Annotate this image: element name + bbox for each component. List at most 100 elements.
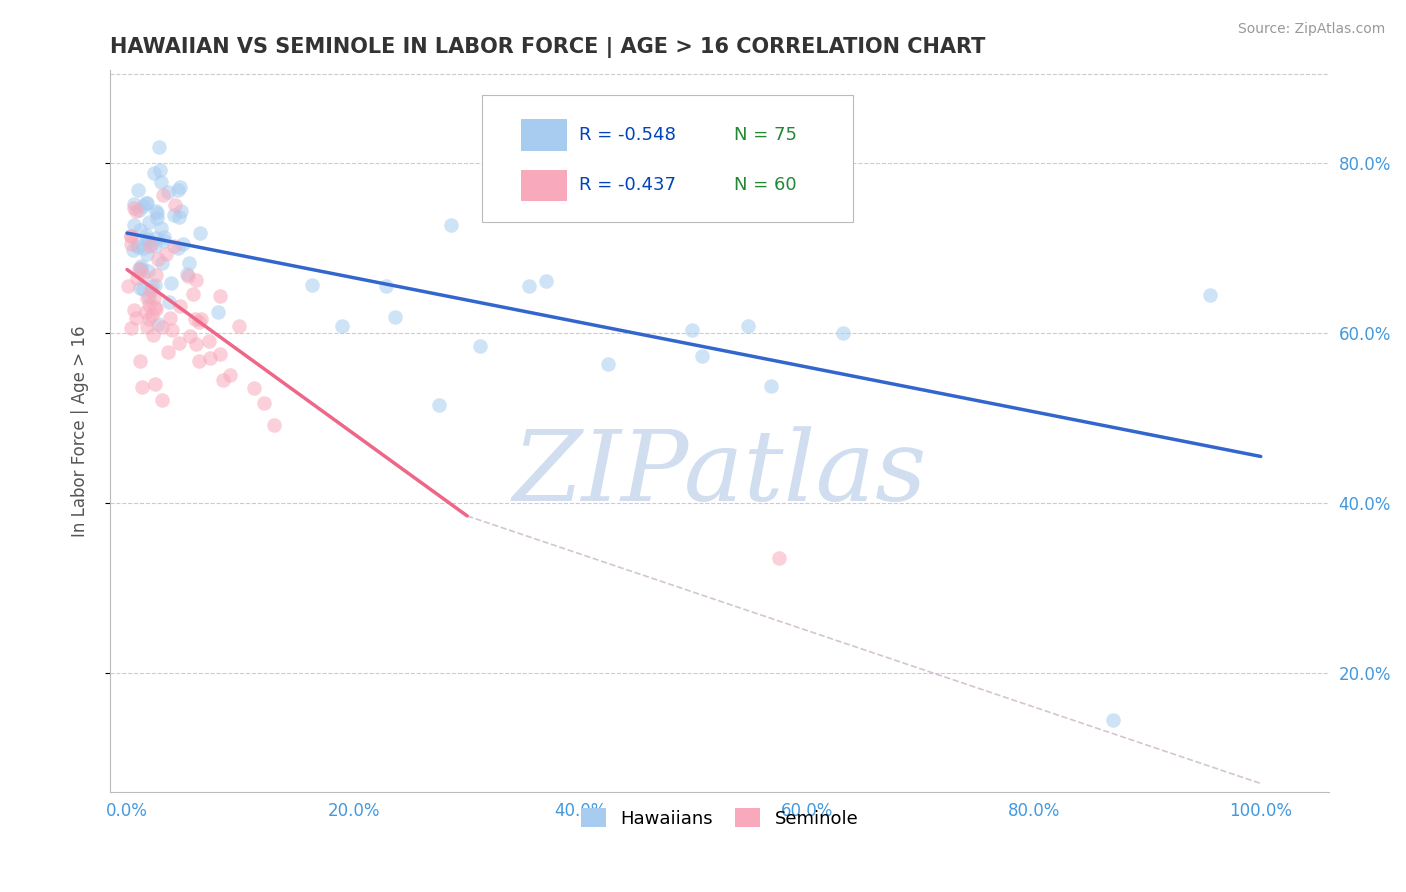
Point <box>129 263 152 277</box>
Point <box>212 373 235 387</box>
Point <box>143 376 166 391</box>
Point <box>131 282 153 296</box>
Point <box>681 324 703 338</box>
Point <box>197 334 219 348</box>
Text: R = -0.437: R = -0.437 <box>579 177 676 194</box>
FancyBboxPatch shape <box>482 95 853 221</box>
Point <box>128 260 150 275</box>
Point <box>131 380 153 394</box>
Point <box>152 393 174 408</box>
Point <box>120 236 142 251</box>
Point <box>134 228 156 243</box>
Point <box>330 319 353 334</box>
Point <box>138 235 160 249</box>
Point <box>150 320 173 334</box>
Point <box>148 140 170 154</box>
Point <box>163 197 186 211</box>
Point <box>243 381 266 395</box>
Point <box>145 206 167 220</box>
Text: N = 60: N = 60 <box>734 177 797 194</box>
Point <box>187 315 209 329</box>
Point <box>131 241 153 255</box>
Point <box>263 417 285 432</box>
Point <box>181 287 204 301</box>
Point <box>517 279 540 293</box>
Point <box>470 338 492 352</box>
Point <box>768 551 790 566</box>
Point <box>169 180 191 194</box>
Point <box>129 259 152 273</box>
Point <box>138 311 160 326</box>
Point <box>184 337 207 351</box>
Point <box>374 278 396 293</box>
Point <box>155 247 177 261</box>
Point <box>125 238 148 252</box>
Point <box>129 354 152 368</box>
Point <box>146 211 169 226</box>
Point <box>120 229 142 244</box>
Point <box>207 305 229 319</box>
Point <box>253 396 276 410</box>
Point <box>122 218 145 232</box>
Point <box>132 199 155 213</box>
Point <box>150 175 173 189</box>
Point <box>831 326 853 340</box>
Point <box>301 278 323 293</box>
Point <box>128 261 150 276</box>
Point <box>143 239 166 253</box>
Point <box>209 289 232 303</box>
Point <box>141 283 163 297</box>
Point <box>127 270 149 285</box>
Point <box>141 279 163 293</box>
Point <box>598 357 620 371</box>
Y-axis label: In Labor Force | Age > 16: In Labor Force | Age > 16 <box>72 326 89 537</box>
Point <box>127 183 149 197</box>
Point <box>120 321 142 335</box>
Point <box>184 273 207 287</box>
Point <box>143 291 166 305</box>
Point <box>128 202 150 217</box>
Point <box>157 295 180 310</box>
Point <box>122 197 145 211</box>
Point <box>177 269 200 284</box>
Point <box>177 256 200 270</box>
Point <box>122 302 145 317</box>
Point <box>149 163 172 178</box>
Point <box>184 312 207 326</box>
Point <box>440 218 463 232</box>
Point <box>163 208 186 222</box>
Point <box>1102 713 1125 727</box>
Text: R = -0.548: R = -0.548 <box>579 126 676 144</box>
Point <box>170 204 193 219</box>
Point <box>142 327 165 342</box>
Point <box>145 231 167 245</box>
Point <box>136 319 159 334</box>
Point <box>153 230 176 244</box>
Point <box>122 201 145 215</box>
Point <box>167 335 190 350</box>
Point <box>138 239 160 253</box>
Point <box>143 300 166 314</box>
Point <box>188 353 211 368</box>
Point <box>190 312 212 326</box>
Point <box>167 183 190 197</box>
Point <box>152 188 174 202</box>
Point <box>156 345 179 359</box>
Point <box>120 229 142 244</box>
Point <box>179 329 201 343</box>
Legend: Hawaiians, Seminole: Hawaiians, Seminole <box>574 801 865 835</box>
Point <box>427 398 450 412</box>
Point <box>759 378 782 392</box>
Point <box>159 276 181 290</box>
Text: ZIPatlas: ZIPatlas <box>512 426 927 522</box>
Point <box>136 264 159 278</box>
Text: N = 75: N = 75 <box>734 126 797 144</box>
Point <box>163 238 186 252</box>
Point <box>188 226 211 240</box>
Point <box>145 268 167 282</box>
Point <box>166 241 188 255</box>
Point <box>146 318 169 332</box>
Point <box>127 240 149 254</box>
Bar <box>520 119 567 151</box>
Point <box>138 298 160 312</box>
